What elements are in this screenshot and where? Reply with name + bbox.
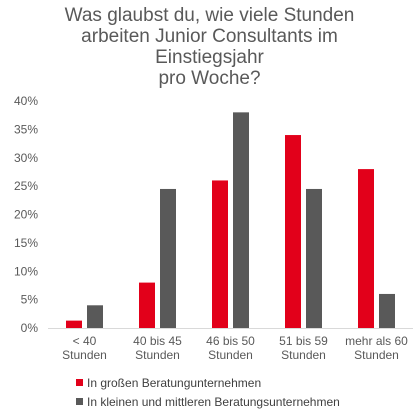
bar-small-4 bbox=[379, 293, 395, 328]
y-tick-label: 5% bbox=[21, 293, 39, 307]
bar-large-3 bbox=[285, 135, 301, 328]
chart-title-line-1: Was glaubst du, wie viele Stunden bbox=[64, 5, 355, 26]
y-tick-label: 15% bbox=[14, 236, 38, 250]
x-tick-label: Stunden bbox=[354, 348, 399, 362]
bar-large-4 bbox=[358, 169, 374, 328]
x-tick-label: Stunden bbox=[62, 348, 107, 362]
x-tick-label: 46 bis 50 bbox=[206, 334, 255, 348]
chart-title-line-2: arbeiten Junior Consultants im bbox=[81, 26, 338, 47]
y-tick-label: 0% bbox=[21, 321, 39, 335]
x-tick-label: < 40 bbox=[73, 334, 97, 348]
bar-small-3 bbox=[306, 188, 322, 328]
x-tick-label: Stunden bbox=[208, 348, 253, 362]
chart-title-line-3: Einstiegsjahr bbox=[155, 47, 264, 68]
y-tick-label: 40% bbox=[14, 94, 38, 108]
x-tick-label: 40 bis 45 bbox=[133, 334, 182, 348]
legend-item-large: In großen Beratungunternehmen bbox=[76, 376, 261, 390]
x-tick-label: Stunden bbox=[281, 348, 326, 362]
x-tick-label: mehr als 60 bbox=[345, 334, 408, 348]
legend-label-large: In großen Beratungunternehmen bbox=[87, 376, 262, 390]
legend-item-small: In kleinen und mittleren Beratungsuntern… bbox=[76, 395, 340, 409]
chart-title: Was glaubst du, wie viele Stunden arbeit… bbox=[0, 5, 419, 89]
bar-small-2 bbox=[233, 112, 249, 328]
x-tick-label: Stunden bbox=[135, 348, 180, 362]
bar-small-1 bbox=[160, 188, 176, 328]
bar-large-1 bbox=[139, 282, 155, 328]
y-tick-label: 30% bbox=[14, 151, 38, 165]
y-tick-label: 20% bbox=[14, 208, 38, 222]
bar-large-2 bbox=[212, 180, 228, 328]
y-tick-label: 25% bbox=[14, 179, 38, 193]
y-tick-label: 10% bbox=[14, 264, 38, 278]
bar-small-0 bbox=[87, 305, 103, 328]
legend-swatch-small bbox=[76, 398, 83, 405]
chart-title-line-4: pro Woche? bbox=[158, 68, 261, 89]
bar-large-0 bbox=[66, 320, 82, 328]
y-tick-label: 35% bbox=[14, 122, 38, 136]
legend-swatch-large bbox=[76, 379, 83, 386]
legend-label-small: In kleinen und mittleren Beratungsuntern… bbox=[87, 395, 340, 409]
x-tick-label: 51 bis 59 bbox=[279, 334, 328, 348]
